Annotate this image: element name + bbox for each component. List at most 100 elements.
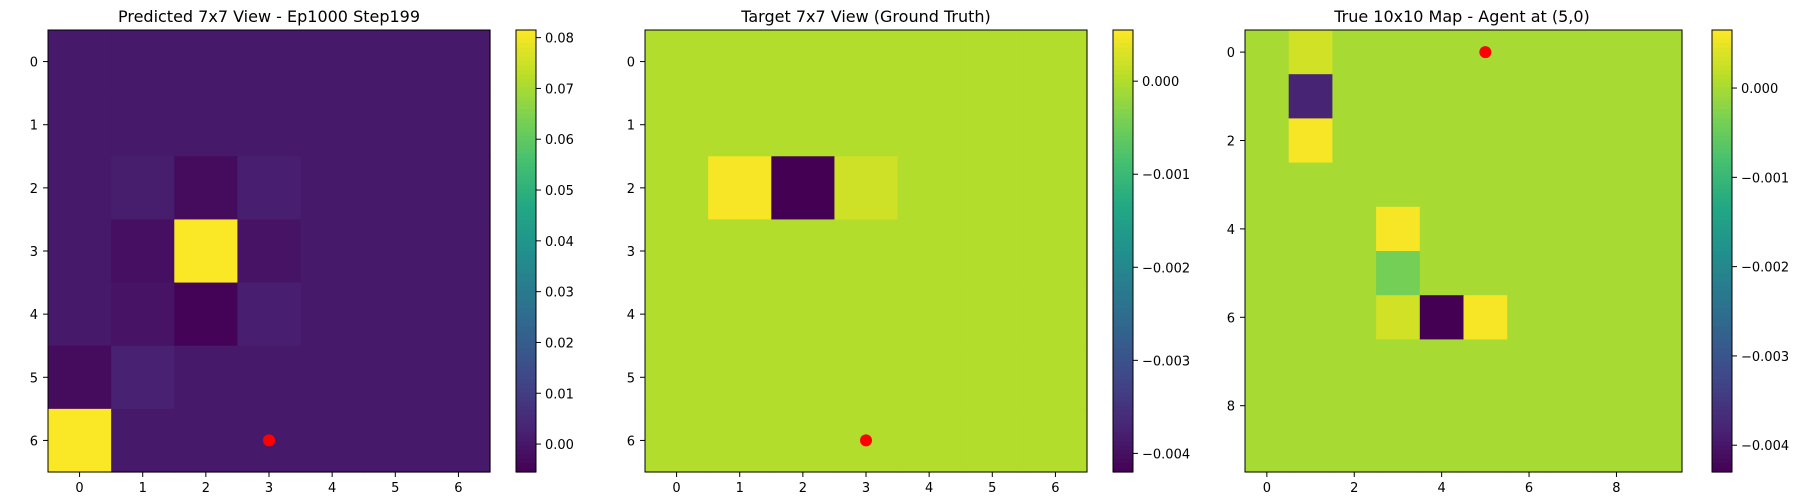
heatmap-cell — [708, 30, 772, 94]
heatmap-cell — [1376, 30, 1421, 75]
colorbar-tick-label: −0.001 — [1741, 171, 1789, 186]
colorbar-segment — [516, 259, 536, 265]
heatmap-cell — [1463, 118, 1508, 164]
x-tick-label: 1 — [736, 481, 744, 496]
heatmap-cell — [111, 282, 175, 347]
colorbar-segment — [1712, 38, 1732, 44]
colorbar-segment — [1113, 202, 1133, 208]
colorbar-segment — [1712, 445, 1732, 451]
colorbar-segment — [1712, 405, 1732, 411]
heatmap-cell — [1507, 162, 1552, 208]
heatmap-cell — [960, 30, 1025, 94]
colorbar-segment — [1712, 74, 1732, 80]
colorbar-segment — [516, 405, 536, 411]
colorbar-segment — [1113, 357, 1133, 363]
colorbar-segment — [1712, 361, 1732, 367]
colorbar-segment — [1712, 158, 1732, 164]
colorbar-segment — [1712, 339, 1732, 345]
heatmap-cell — [897, 219, 962, 284]
colorbar-tick-label: 0.00 — [545, 438, 574, 453]
colorbar-segment — [1712, 233, 1732, 239]
colorbar-segment — [1113, 60, 1133, 66]
colorbar-segment — [1113, 158, 1133, 164]
colorbar-segment — [1113, 427, 1133, 433]
heatmap-cell — [1288, 206, 1333, 252]
colorbar-segment — [1113, 109, 1133, 115]
colorbar-segment — [516, 122, 536, 128]
colorbar-segment — [516, 436, 536, 442]
heatmap-cell — [1594, 162, 1639, 208]
heatmap-cell — [1507, 339, 1552, 385]
colorbar-segment — [1113, 87, 1133, 93]
colorbar-segment — [1113, 449, 1133, 455]
colorbar-segment — [1113, 290, 1133, 296]
heatmap-cell — [1463, 339, 1508, 385]
heatmap-cell — [1288, 427, 1333, 473]
heatmap-cell — [897, 282, 962, 347]
x-tick-label: 3 — [265, 481, 273, 496]
x-tick-label: 2 — [202, 481, 210, 496]
colorbar-segment — [1712, 423, 1732, 429]
colorbar-segment — [1712, 189, 1732, 195]
colorbar-frame — [515, 29, 537, 473]
colorbar-segment — [1113, 78, 1133, 84]
colorbar-segment — [1712, 131, 1732, 137]
colorbar-segment — [1712, 458, 1732, 464]
colorbar-frame — [1112, 29, 1134, 473]
x-tick-label: 6 — [454, 481, 462, 496]
x-tick-label: 6 — [1525, 481, 1533, 496]
agent-marker — [860, 434, 872, 447]
heatmap-cell — [48, 408, 112, 473]
heatmap-cell — [645, 30, 709, 94]
heatmap-cell — [363, 219, 428, 284]
heatmap-cell — [645, 93, 709, 157]
heatmap-cell — [1332, 295, 1377, 340]
colorbar-segment — [516, 74, 536, 80]
colorbar-segment — [1113, 255, 1133, 261]
colorbar-segment — [1113, 273, 1133, 279]
colorbar-segment — [516, 34, 536, 40]
heatmap-cell — [1419, 427, 1465, 473]
heatmap-cell — [174, 282, 239, 347]
heatmap-cell — [960, 93, 1025, 157]
colorbar-segment — [1113, 317, 1133, 323]
heatmap-cell — [708, 282, 772, 347]
colorbar-segment — [1113, 38, 1133, 44]
x-tick-label: 2 — [799, 481, 807, 496]
colorbar-segment — [1712, 224, 1732, 230]
colorbar-segment — [1113, 268, 1133, 274]
colorbar-segment — [516, 317, 536, 323]
colorbar-segment — [1113, 365, 1133, 371]
colorbar-segment — [516, 60, 536, 66]
colorbar-segment — [516, 423, 536, 429]
heatmap-cell — [1638, 162, 1683, 208]
heatmap-cell — [1594, 295, 1639, 340]
colorbar-segment — [516, 277, 536, 283]
heatmap-cell — [708, 408, 772, 473]
colorbar-segment — [516, 410, 536, 416]
colorbar-segment — [1113, 436, 1133, 442]
heatmap-cell — [300, 30, 365, 94]
colorbar-segment — [1113, 334, 1133, 340]
colorbar-segment — [1712, 308, 1732, 314]
colorbar-segment — [1113, 383, 1133, 389]
colorbar-segment — [1712, 352, 1732, 358]
colorbar-segment — [1712, 202, 1732, 208]
colorbar-segment — [1712, 396, 1732, 402]
colorbar-segment — [1712, 374, 1732, 380]
heatmap-cell — [1463, 74, 1508, 119]
colorbar-segment — [516, 202, 536, 208]
colorbar-segment — [516, 105, 536, 111]
colorbar-segment — [1712, 370, 1732, 376]
colorbar-segment — [1712, 463, 1732, 469]
heatmap-cell — [771, 30, 836, 94]
colorbar-segment — [1113, 432, 1133, 438]
heatmap-cell — [771, 282, 836, 347]
colorbar-segment — [1712, 255, 1732, 261]
colorbar-segment — [516, 392, 536, 398]
y-tick-label: 6 — [627, 434, 635, 449]
heatmap-cell — [960, 282, 1025, 347]
heatmap-cell — [1550, 118, 1596, 164]
heatmap-cell — [48, 156, 112, 221]
